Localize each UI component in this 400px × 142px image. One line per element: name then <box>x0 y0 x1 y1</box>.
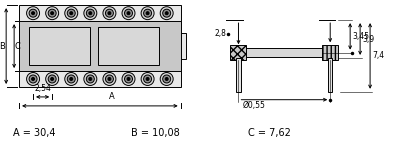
Text: C = 7,62: C = 7,62 <box>248 128 291 138</box>
Circle shape <box>67 75 75 83</box>
Circle shape <box>67 9 75 17</box>
Bar <box>322 45 338 60</box>
Circle shape <box>29 75 37 83</box>
Circle shape <box>122 7 135 20</box>
Circle shape <box>106 75 114 83</box>
Circle shape <box>86 75 94 83</box>
Bar <box>19 5 181 87</box>
Text: A: A <box>109 92 115 101</box>
Circle shape <box>146 78 149 81</box>
Circle shape <box>108 12 111 15</box>
Bar <box>29 27 90 65</box>
Circle shape <box>144 9 152 17</box>
Circle shape <box>127 12 130 15</box>
Circle shape <box>108 78 111 81</box>
Circle shape <box>29 9 37 17</box>
Circle shape <box>46 7 59 20</box>
Bar <box>230 45 246 60</box>
Circle shape <box>65 73 78 85</box>
Bar <box>246 48 322 57</box>
Bar <box>328 58 332 92</box>
Circle shape <box>122 73 135 85</box>
Text: B = 10,08: B = 10,08 <box>131 128 180 138</box>
Circle shape <box>144 75 152 83</box>
Circle shape <box>124 9 132 17</box>
Circle shape <box>65 7 78 20</box>
Circle shape <box>51 78 54 81</box>
Circle shape <box>32 78 34 81</box>
Circle shape <box>26 73 40 85</box>
Text: Ø0,55: Ø0,55 <box>242 101 265 110</box>
Circle shape <box>89 78 92 81</box>
Text: 3,45: 3,45 <box>352 32 369 41</box>
Text: B: B <box>0 42 5 51</box>
Bar <box>19 21 181 71</box>
Circle shape <box>163 9 171 17</box>
Circle shape <box>160 7 173 20</box>
Circle shape <box>160 73 173 85</box>
Circle shape <box>26 7 40 20</box>
Bar <box>98 27 159 65</box>
Circle shape <box>103 73 116 85</box>
Circle shape <box>48 75 56 83</box>
Circle shape <box>70 12 73 15</box>
Circle shape <box>124 75 132 83</box>
Circle shape <box>165 12 168 15</box>
Circle shape <box>146 12 149 15</box>
Text: C: C <box>14 42 20 51</box>
Polygon shape <box>181 33 186 59</box>
Circle shape <box>84 73 97 85</box>
Circle shape <box>32 12 34 15</box>
Text: A = 30,4: A = 30,4 <box>13 128 56 138</box>
Circle shape <box>141 73 154 85</box>
Circle shape <box>51 12 54 15</box>
Circle shape <box>165 78 168 81</box>
Bar <box>236 58 241 92</box>
Circle shape <box>127 78 130 81</box>
Circle shape <box>103 7 116 20</box>
Text: 7,4: 7,4 <box>372 51 384 60</box>
Text: 3,9: 3,9 <box>362 35 374 43</box>
Circle shape <box>106 9 114 17</box>
Text: 2,54: 2,54 <box>34 84 51 93</box>
Circle shape <box>89 12 92 15</box>
Circle shape <box>141 7 154 20</box>
Text: 2,8: 2,8 <box>214 29 226 38</box>
Circle shape <box>86 9 94 17</box>
Circle shape <box>48 9 56 17</box>
Circle shape <box>70 78 73 81</box>
Circle shape <box>163 75 171 83</box>
Circle shape <box>84 7 97 20</box>
Circle shape <box>46 73 59 85</box>
